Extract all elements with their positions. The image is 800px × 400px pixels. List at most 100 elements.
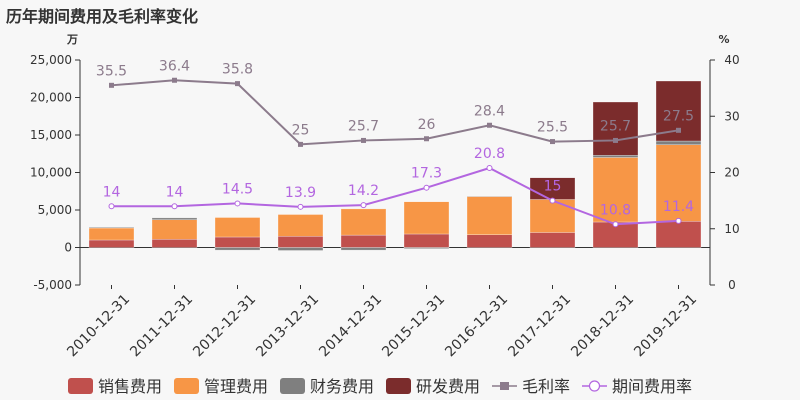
y-left-tick-label: 20,000 <box>30 91 72 105</box>
y-right-tick-label: 40 <box>724 53 739 67</box>
bar <box>151 219 198 240</box>
bar <box>214 247 261 251</box>
data-label: 36.4 <box>159 58 190 74</box>
data-label: 10.8 <box>600 202 631 218</box>
bar <box>655 80 702 142</box>
y-left-tick-label: 0 <box>64 241 72 255</box>
y-left-tick-label: -5,000 <box>33 278 72 292</box>
x-tick-label: 2016-12-31 <box>442 291 511 360</box>
legend-swatch <box>386 378 411 394</box>
bar <box>466 195 513 197</box>
data-label: 13.9 <box>285 185 316 201</box>
y-left-tick-label: 25,000 <box>30 53 72 67</box>
x-tick-label: 2010-12-31 <box>64 291 133 360</box>
bar <box>151 217 198 220</box>
legend-label: 管理费用 <box>204 377 268 396</box>
y-left-tick-label: 10,000 <box>30 166 72 180</box>
bar <box>529 232 576 248</box>
legend-label: 销售费用 <box>98 377 162 396</box>
legend-swatch <box>280 378 305 394</box>
point <box>486 165 493 171</box>
data-label: 27.5 <box>663 108 694 124</box>
data-label: 14.2 <box>348 183 379 199</box>
y-left-tick-label: 5,000 <box>38 203 72 217</box>
legend-label: 毛利率 <box>522 377 570 396</box>
x-tick-label: 2011-12-31 <box>127 291 196 360</box>
bar <box>214 236 261 248</box>
point <box>172 77 177 83</box>
point <box>550 139 555 145</box>
legend-label: 研发费用 <box>416 377 480 396</box>
series-line <box>111 166 679 226</box>
point <box>298 141 303 147</box>
legend-item: 管理费用 <box>174 377 268 396</box>
bar <box>466 196 513 235</box>
x-tick-label: 2018-12-31 <box>568 291 637 360</box>
point <box>612 221 619 228</box>
data-label: 15 <box>544 179 562 195</box>
data-label: 14 <box>103 184 121 200</box>
point <box>487 122 492 128</box>
point <box>297 203 304 210</box>
bar <box>529 199 576 233</box>
bar <box>592 155 639 158</box>
data-label: 14.5 <box>222 181 253 197</box>
data-label: 25 <box>292 122 310 138</box>
legend-item: 期间费用率 <box>582 377 692 396</box>
legend-swatch-marker <box>500 382 509 390</box>
legend-item: 毛利率 <box>492 377 570 396</box>
data-label: 25.7 <box>348 118 379 134</box>
legend-swatch-marker <box>588 380 601 392</box>
series-line <box>111 79 679 146</box>
legend-label: 财务费用 <box>310 377 374 396</box>
point <box>424 136 429 142</box>
bar <box>403 201 450 235</box>
point <box>676 127 681 133</box>
point <box>361 137 366 143</box>
bar <box>277 236 324 248</box>
data-label: 25.5 <box>537 120 568 136</box>
y-right-tick-label: 30 <box>724 109 739 123</box>
point <box>360 202 367 209</box>
data-label: 14 <box>166 184 184 200</box>
data-label: 35.8 <box>222 62 253 78</box>
point <box>171 203 178 210</box>
bar <box>340 234 387 248</box>
data-label: 28.4 <box>474 103 505 119</box>
x-tick-label: 2015-12-31 <box>379 291 448 360</box>
legend-label: 期间费用率 <box>612 377 692 396</box>
data-label: 35.5 <box>96 63 127 79</box>
bar <box>403 233 450 248</box>
point <box>234 200 241 207</box>
legend-item: 销售费用 <box>68 377 162 396</box>
bar <box>466 234 513 248</box>
data-label: 25.7 <box>600 118 631 134</box>
chart-title: 历年期间费用及毛利率变化 <box>6 7 199 26</box>
legend-item: 财务费用 <box>280 377 374 396</box>
point <box>423 184 430 191</box>
data-label: 17.3 <box>411 166 442 182</box>
bar <box>88 239 135 248</box>
data-label: 11.4 <box>663 199 694 215</box>
y-right-tick-label: 10 <box>724 222 739 236</box>
y-left-unit-label: 万 <box>66 33 78 46</box>
y-right-tick-label: 20 <box>724 166 739 180</box>
bar <box>214 217 261 238</box>
bar <box>277 247 324 251</box>
x-tick-label: 2012-12-31 <box>190 291 259 360</box>
bar <box>592 101 639 156</box>
point <box>109 82 114 88</box>
bar <box>88 227 135 229</box>
y-right-unit-label: % <box>718 33 729 46</box>
point <box>675 217 682 224</box>
bar <box>151 239 198 248</box>
legend-swatch <box>174 378 199 394</box>
bar <box>655 140 702 145</box>
x-tick-label: 2019-12-31 <box>631 291 700 360</box>
bar <box>403 247 450 249</box>
legend-item: 研发费用 <box>386 377 480 396</box>
point <box>108 203 115 210</box>
legend-swatch <box>68 378 93 394</box>
data-label: 20.8 <box>474 146 505 162</box>
bar <box>340 208 387 236</box>
